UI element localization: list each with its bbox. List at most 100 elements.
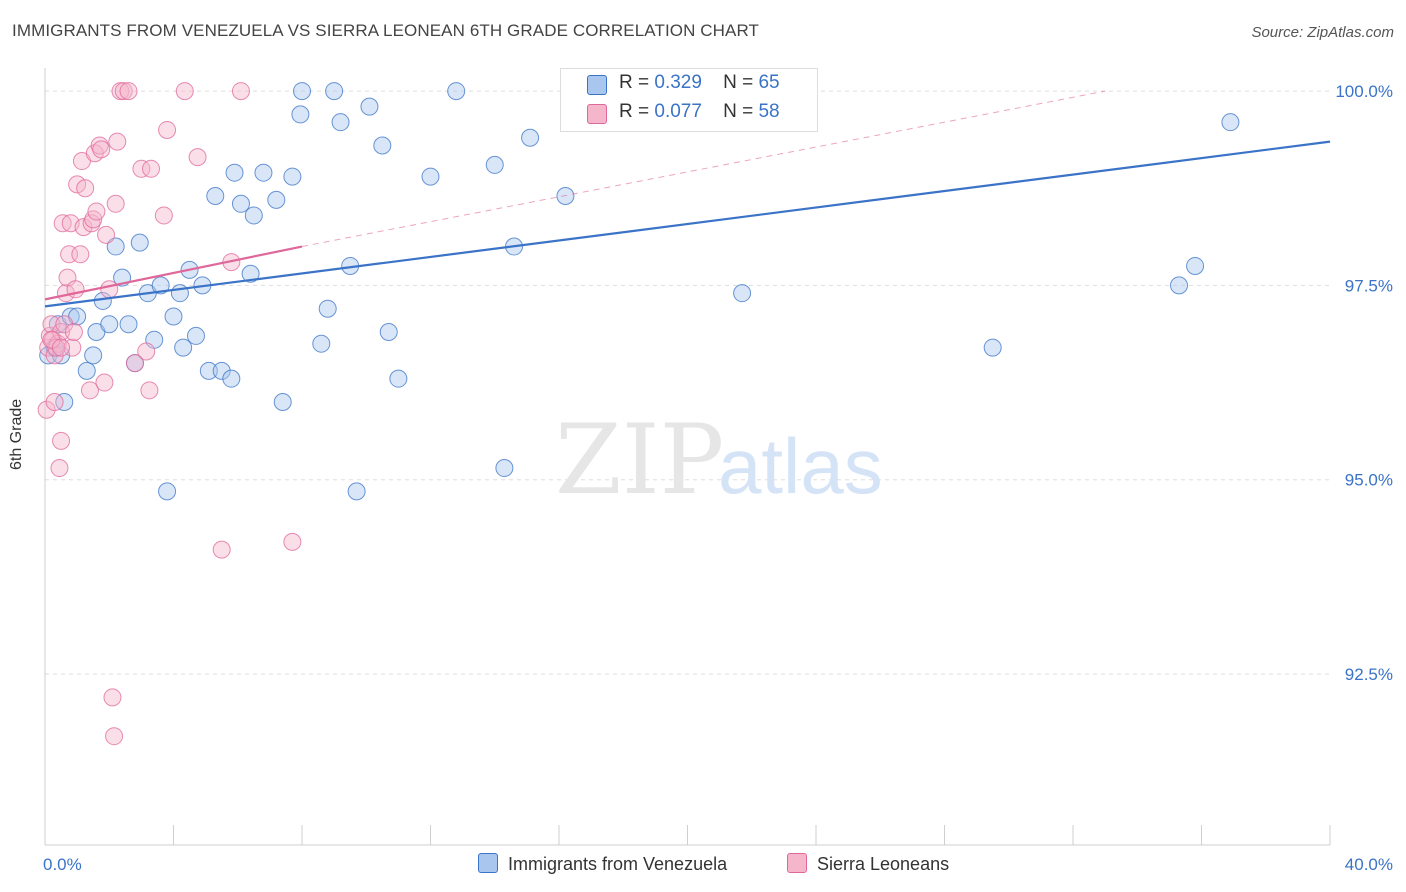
sierra-leonean-point — [103, 688, 122, 707]
venezuela-point — [293, 82, 311, 101]
r-value: 0.077 — [654, 101, 702, 122]
venezuela-point — [100, 315, 119, 334]
sierra-leonean-point — [64, 323, 83, 342]
venezuela-swatch — [587, 75, 607, 95]
venezuela-trend-line — [44, 140, 1331, 308]
venezuela-swatch — [478, 853, 498, 873]
sierra-leonean-swatch — [787, 853, 807, 873]
x-tick-label: 40.0% — [1345, 855, 1393, 874]
venezuela-point — [151, 276, 170, 295]
venezuela-point — [447, 82, 466, 101]
venezuela-point — [733, 284, 752, 303]
sierra-leonean-point — [95, 373, 114, 392]
y-tick-label: 100.0% — [1335, 82, 1393, 101]
r-label: R = — [619, 72, 650, 93]
venezuela-point — [174, 338, 193, 357]
venezuela-point — [84, 346, 103, 365]
sierra-leonean-point — [52, 431, 71, 450]
axes — [44, 68, 1331, 846]
venezuela-point — [130, 233, 149, 252]
venezuela-point — [1221, 113, 1240, 132]
sierra-leonean-point — [106, 194, 125, 213]
venezuela-point — [55, 392, 74, 411]
sierra-leonean-point — [158, 120, 177, 139]
sierra-leonean-point — [42, 315, 61, 334]
venezuela-point — [158, 482, 177, 501]
trend-lines — [44, 90, 1331, 308]
sierra-leonean-point — [283, 532, 302, 551]
venezuela-point — [231, 194, 250, 213]
sierra-leonean-point — [125, 354, 144, 373]
x-tick-label: 0.0% — [43, 855, 82, 874]
sierra-leonean-point — [140, 381, 159, 400]
venezuela-point — [273, 392, 292, 411]
venezuela-point — [212, 361, 231, 380]
venezuela-point — [1186, 256, 1205, 275]
venezuela-point — [254, 163, 273, 182]
n-value: 65 — [758, 72, 780, 93]
sierra-leonean-point — [142, 159, 161, 178]
sierra-leonean-point — [175, 82, 194, 101]
legend-item-venezuela[interactable]: Immigrants from Venezuela — [478, 853, 727, 875]
sierra-leonean-trend-line — [44, 245, 303, 301]
sierra-leonean-trend-extension — [301, 90, 1106, 248]
venezuela-point — [106, 237, 125, 256]
venezuela-point — [206, 187, 225, 206]
sierra-leonean-point — [114, 82, 133, 101]
sierra-leonean-point — [76, 179, 95, 198]
sierra-leonean-point — [55, 315, 74, 334]
y-tick-label: 97.5% — [1345, 276, 1393, 295]
sierra-leonean-point — [188, 148, 207, 167]
watermark-zip: ZIP — [555, 404, 724, 516]
venezuela-point — [241, 264, 260, 283]
venezuela-point — [347, 482, 366, 501]
sierra-leonean-point — [100, 280, 119, 299]
n-label: N = — [723, 72, 754, 93]
venezuela-point — [360, 97, 379, 116]
venezuela-point — [521, 128, 540, 147]
venezuela-point — [389, 369, 408, 388]
sierra-leonean-point — [42, 330, 61, 349]
venezuela-point — [373, 136, 392, 155]
venezuela-point — [318, 299, 337, 318]
venezuela-point — [1170, 276, 1189, 295]
sierra-leonean-point — [154, 206, 173, 225]
sierra-leonean-point — [71, 245, 90, 264]
sierra-leonean-point — [137, 342, 156, 361]
sierra-leonean-point — [45, 392, 64, 411]
n-value: 58 — [758, 101, 780, 122]
venezuela-point — [244, 206, 263, 225]
venezuela-point — [119, 315, 138, 334]
venezuela-point — [983, 338, 1002, 357]
r-label: R = — [619, 101, 650, 122]
venezuela-point — [312, 334, 331, 353]
sierra-leonean-point — [119, 82, 138, 101]
venezuela-point — [495, 459, 514, 478]
r-value: 0.329 — [654, 72, 702, 93]
venezuela-point — [225, 163, 244, 182]
legend-item-sierra-leoneans[interactable]: Sierra Leoneans — [787, 853, 949, 875]
venezuela-point — [186, 326, 205, 345]
sierra-leonean-point — [231, 82, 250, 101]
venezuela-point — [331, 113, 350, 132]
sierra-leonean-swatch — [587, 104, 607, 124]
venezuela-point — [325, 82, 344, 101]
venezuela-point — [77, 361, 96, 380]
stats-legend: R = 0.329 N = 65 R = 0.077 N = 58 — [560, 68, 818, 132]
y-tick-label: 95.0% — [1345, 471, 1393, 490]
sierra-leonean-point — [108, 132, 127, 151]
venezuela-point — [421, 167, 440, 186]
chart-title: IMMIGRANTS FROM VENEZUELA VS SIERRA LEON… — [12, 21, 760, 40]
sierra-leonean-point — [52, 338, 71, 357]
legend-label: Sierra Leoneans — [817, 854, 950, 874]
venezuela-point — [199, 361, 218, 380]
sierra-leonean-point — [87, 202, 106, 221]
n-label: N = — [723, 101, 754, 122]
sierra-leonean-point — [80, 381, 99, 400]
sierra-leonean-point — [105, 727, 124, 746]
sierra-leonean-point — [97, 225, 116, 244]
venezuela-point — [164, 307, 183, 326]
tick-labels: 100.0% 97.5% 95.0% 92.5% 0.0% 40.0% — [43, 82, 1393, 874]
venezuela-point — [283, 167, 302, 186]
